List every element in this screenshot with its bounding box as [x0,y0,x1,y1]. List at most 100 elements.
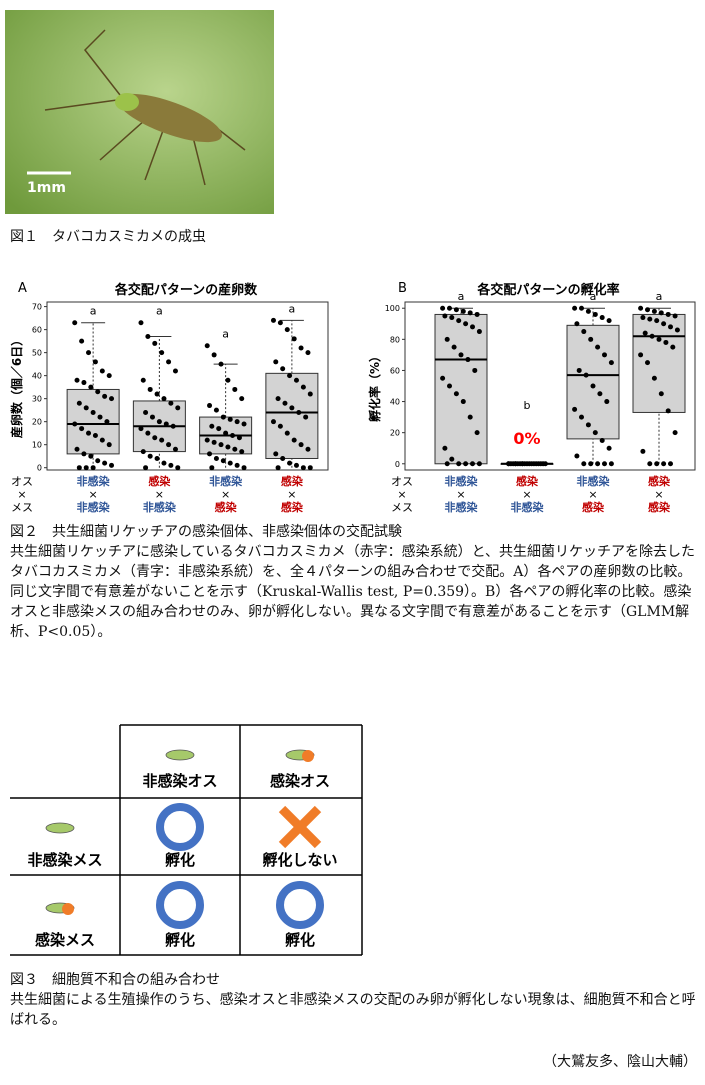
data-point [145,430,151,436]
data-point [588,461,594,467]
data-point [239,396,245,402]
data-point [583,372,589,378]
data-point [456,318,462,324]
data-point [86,430,92,436]
data-point [156,419,162,425]
x-tick-label: 非感染 [77,500,111,514]
chart-title: 各交配パターンの産卵数 [114,282,258,298]
row-label: メス [11,501,33,514]
x-tick-label: × [287,488,296,501]
data-point [161,396,167,402]
data-point [296,409,302,415]
data-point [92,359,98,365]
data-point [138,320,144,326]
y-tick-label: 100 [385,304,400,313]
data-point [234,419,240,425]
data-point [447,383,452,389]
data-point [236,435,242,441]
data-point [166,359,172,365]
data-point [606,318,612,324]
table: 非感染オス 感染オス 非感染メス 感染メス 孵化 孵化しない 孵化 孵化 [10,724,363,956]
data-point [159,437,165,443]
data-point [604,399,610,405]
data-point [81,451,87,457]
data-point [581,329,587,335]
y-tick-label: 80 [390,335,400,344]
data-point [99,437,105,443]
data-point [220,458,226,464]
data-point [602,461,607,467]
data-point [470,324,475,330]
data-point [572,305,578,311]
data-point [602,352,607,358]
data-point [458,352,464,358]
data-point [513,461,518,467]
significance-letter: b [524,399,531,412]
data-point [172,446,178,452]
data-point [608,360,614,366]
data-point [674,327,680,333]
author: （大鷲友多、陰山大輔） [543,1054,697,1070]
y-tick-label: 60 [32,326,42,335]
data-point [161,460,167,466]
data-point [654,461,660,467]
x-tick-label: × [221,488,230,501]
data-point [140,377,146,383]
caption-body: 共生細菌リケッチアに感染しているタバコカスミカメ（赤字：感染系統）と、共生細菌リ… [10,544,696,640]
data-point [579,414,584,420]
data-point [670,344,676,350]
y-axis-label: 産卵数（個／6日） [9,334,24,438]
x-tick-label: 非感染 [445,474,479,488]
significance-letter: a [289,302,296,315]
y-tick-label: 30 [32,395,42,404]
data-point [467,414,473,420]
data-point [305,446,311,452]
plot-frame [46,301,329,471]
data-point [608,461,614,467]
data-point [651,375,657,381]
data-point [592,311,598,317]
x-tick-label: × [522,488,531,501]
data-point [585,422,591,428]
data-point [661,321,667,327]
annotation: 0% [513,429,540,448]
data-point [640,315,646,321]
data-point [74,446,80,452]
data-point [442,313,448,319]
data-point [270,419,276,425]
data-point [672,313,678,319]
column-header: 感染オス [270,772,330,790]
cell: 孵化 [285,931,315,949]
photo: 1mm [5,10,274,214]
data-point [658,310,664,316]
chart-title: 各交配パターンの孵化率 [476,282,619,298]
data-point [606,445,612,451]
cell: 孵化 [165,931,195,949]
data-point [574,321,580,327]
data-point [291,336,297,342]
data-point [275,396,281,402]
data-point [595,344,601,350]
data-point [152,435,158,441]
data-point [168,400,174,406]
data-point [595,461,601,467]
data-point [280,455,286,461]
significance-letter: a [90,305,97,318]
data-point [232,446,238,452]
x-tick-label: 非感染 [209,474,243,488]
data-point [81,380,87,386]
data-point [273,359,279,365]
data-point [152,340,158,346]
data-point [474,311,480,317]
data-point [154,391,160,397]
data-point [638,352,644,358]
data-point [140,449,146,455]
data-point [143,409,149,415]
x-tick-label: × [588,488,597,501]
data-point [149,414,155,420]
data-point [223,430,229,436]
x-tick-label: 感染 [516,474,539,488]
data-point [159,350,165,356]
x-tick-label: 感染 [215,500,238,514]
data-point [307,391,313,397]
